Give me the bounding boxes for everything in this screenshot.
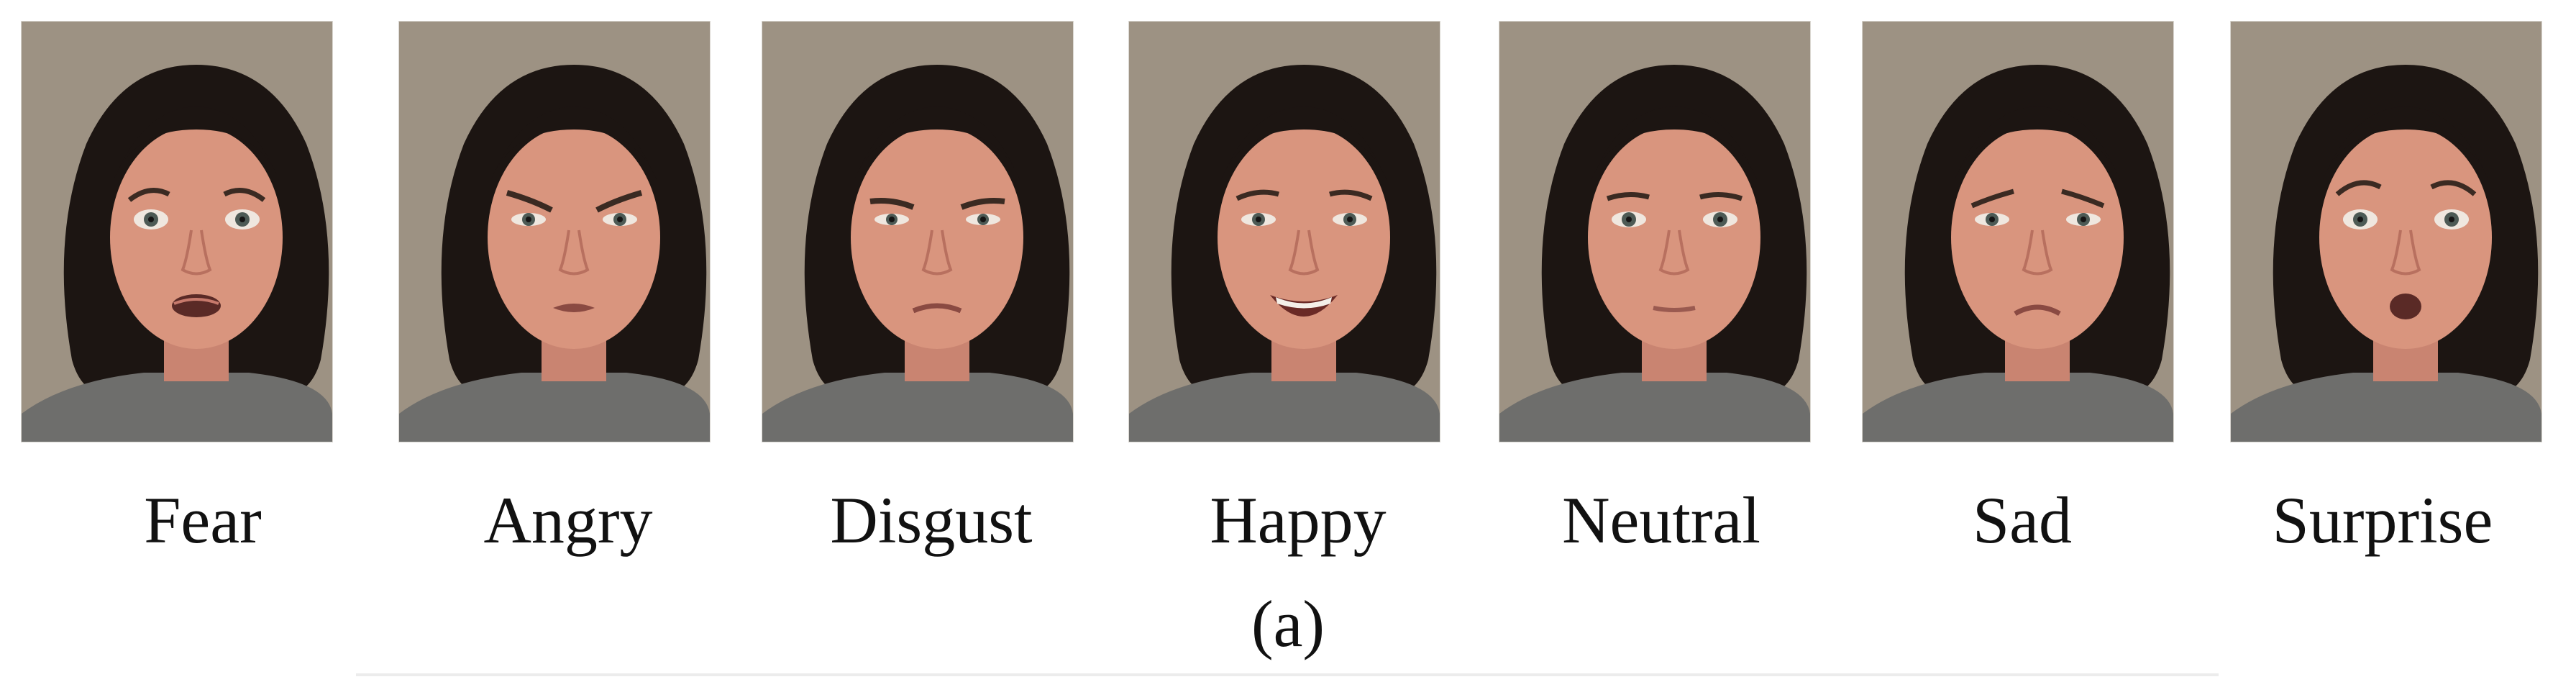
face-photo-happy bbox=[1129, 22, 1440, 442]
face-photo-neutral bbox=[1499, 22, 1810, 442]
expression-label-surprise: Surprise bbox=[2272, 483, 2493, 557]
expression-label-angry: Angry bbox=[483, 483, 653, 557]
face-photo-angry bbox=[399, 22, 710, 442]
expression-label-disgust: Disgust bbox=[830, 483, 1033, 557]
face-photo-sad bbox=[1863, 22, 2173, 442]
expression-label-neutral: Neutral bbox=[1562, 483, 1760, 557]
face-photo-fear bbox=[22, 22, 332, 442]
divider-line bbox=[356, 673, 2219, 676]
figure-caption: (a) bbox=[1251, 587, 1325, 660]
expression-label-sad: Sad bbox=[1973, 483, 2072, 557]
expression-label-happy: Happy bbox=[1210, 483, 1387, 557]
face-photo-surprise bbox=[2231, 22, 2541, 442]
expression-label-fear: Fear bbox=[144, 483, 262, 557]
face-photo-disgust bbox=[762, 22, 1073, 442]
